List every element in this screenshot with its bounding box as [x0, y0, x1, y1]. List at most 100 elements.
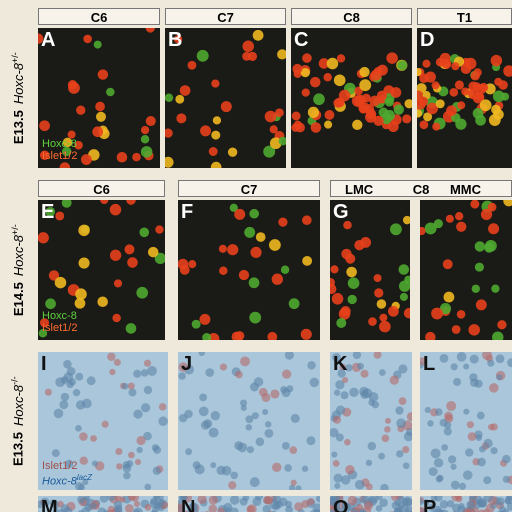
cell: [179, 264, 190, 275]
cell: [113, 279, 123, 288]
cell: [420, 226, 426, 236]
cell: [318, 58, 330, 69]
cell: [199, 313, 211, 325]
cells: [165, 29, 286, 168]
cell: [211, 79, 220, 88]
cell: [67, 80, 78, 90]
cell: [381, 434, 390, 443]
cell: [136, 435, 146, 446]
cell: [435, 475, 443, 483]
cell: [106, 87, 115, 97]
cell: [489, 383, 499, 393]
cell: [331, 293, 344, 305]
cell: [187, 60, 197, 70]
cell: [483, 496, 494, 503]
image-panel: [420, 200, 512, 340]
panel-letter: F: [181, 201, 194, 223]
cell: [428, 467, 438, 477]
cell: [315, 496, 320, 503]
cell: [123, 471, 131, 480]
cell: [490, 447, 498, 455]
image-panel: J: [178, 352, 320, 490]
cell: [458, 482, 467, 490]
cell: [422, 59, 431, 68]
cell: [488, 223, 500, 235]
cells: [44, 352, 168, 490]
cell: [444, 411, 453, 421]
cell: [341, 248, 352, 260]
panel-letter: B: [168, 29, 183, 51]
cell: [309, 377, 320, 388]
cell: [218, 244, 227, 253]
cell: [202, 332, 212, 340]
cell: [212, 116, 222, 125]
cell: [352, 352, 362, 360]
row-label: E13.5 Hoxc-8-/-: [2, 352, 34, 490]
panel-letter: L: [423, 353, 436, 375]
cell: [480, 208, 493, 221]
cells: [420, 496, 512, 512]
cell: [210, 411, 221, 421]
cell: [133, 409, 143, 419]
cell: [457, 101, 466, 110]
cell: [463, 363, 470, 370]
cell: [275, 108, 284, 118]
cell: [483, 438, 493, 448]
cell: [44, 388, 52, 396]
cell: [330, 277, 335, 288]
cell: [431, 307, 444, 320]
cell: [490, 54, 503, 67]
cell: [492, 90, 505, 103]
cell: [281, 442, 290, 450]
cell: [278, 497, 288, 507]
cell: [74, 140, 83, 150]
cell: [333, 415, 341, 424]
cell: [173, 35, 183, 44]
cell: [471, 284, 480, 293]
cell: [155, 225, 164, 234]
genotype: Hoxc-8: [11, 234, 27, 276]
cell: [446, 105, 457, 117]
cell: [86, 376, 96, 386]
image-panel: C: [291, 28, 412, 168]
cell: [278, 136, 286, 146]
cell: [496, 497, 505, 506]
cell: [45, 206, 56, 217]
cell: [387, 305, 399, 317]
image-panel: N: [178, 496, 320, 512]
stage: E13.5: [11, 431, 27, 466]
cell: [456, 309, 466, 319]
cell: [446, 500, 455, 508]
cell: [115, 447, 123, 456]
cell: [97, 507, 107, 512]
cell: [205, 368, 215, 377]
cell: [395, 406, 404, 415]
cell: [264, 421, 272, 428]
cell: [474, 262, 484, 272]
cell: [419, 120, 429, 130]
cell: [198, 406, 209, 417]
cell: [347, 496, 358, 506]
cell: [178, 503, 185, 512]
cell: [130, 496, 140, 502]
cell: [197, 496, 207, 504]
cell: [68, 378, 76, 386]
cell: [375, 505, 383, 512]
cell: [336, 54, 346, 63]
cell: [479, 445, 486, 453]
cell: [434, 496, 443, 502]
cell: [433, 219, 443, 229]
image-panel: E Hoxc-8 Islet1/2: [38, 200, 165, 340]
cell: [245, 415, 254, 424]
cell: [335, 405, 346, 415]
sub-header: LMC: [345, 182, 374, 197]
cell: [158, 403, 167, 411]
cell: [383, 109, 395, 121]
cell: [443, 291, 455, 303]
cell: [229, 203, 238, 212]
cell: [147, 366, 157, 376]
cell: [290, 479, 297, 486]
cell: [38, 328, 48, 338]
cell: [354, 479, 365, 490]
image-panel: B: [165, 28, 286, 168]
